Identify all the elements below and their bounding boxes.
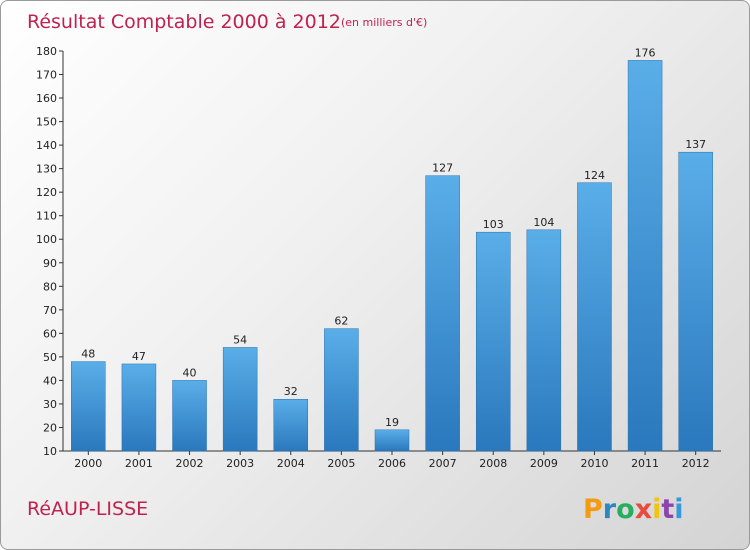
x-tick-label-2008: 2008 [479, 457, 507, 470]
data-label-2000: 48 [81, 348, 95, 361]
y-tick-label: 170 [36, 69, 57, 82]
data-label-2011: 176 [635, 46, 656, 59]
x-tick-label-2011: 2011 [631, 457, 659, 470]
x-tick-label-2009: 2009 [530, 457, 558, 470]
data-label-2010: 124 [584, 169, 605, 182]
data-label-2001: 47 [132, 350, 146, 363]
data-label-2004: 32 [284, 385, 298, 398]
y-tick-label: 140 [36, 139, 57, 152]
y-tick-label: 120 [36, 186, 57, 199]
data-label-2007: 127 [432, 162, 453, 175]
data-label-2002: 40 [183, 366, 197, 379]
bar-2003 [222, 347, 258, 452]
logo-letter: x [635, 494, 652, 525]
data-label-2009: 104 [533, 216, 554, 229]
x-tick-label-2000: 2000 [74, 457, 102, 470]
logo-letter: i [652, 494, 661, 525]
proxiti-logo: Proxiti [583, 494, 684, 525]
logo-letter: o [616, 494, 635, 525]
data-label-2006: 19 [385, 416, 399, 429]
bar-2008 [475, 231, 511, 452]
bar-2012 [678, 151, 713, 452]
bar-2001 [121, 363, 157, 452]
y-tick-label: 30 [43, 398, 57, 411]
y-tick-label: 50 [43, 351, 57, 364]
x-tick-label-2003: 2003 [226, 457, 254, 470]
bar-2011 [627, 60, 663, 452]
bar-2006 [374, 429, 410, 452]
y-tick-label: 70 [43, 304, 57, 317]
x-tick-label-2012: 2012 [682, 457, 710, 470]
y-tick-label: 80 [43, 280, 57, 293]
y-tick-label: 10 [43, 445, 57, 458]
x-tick-label-2001: 2001 [125, 457, 153, 470]
bar-2000 [71, 361, 106, 452]
chart-title: Résultat Comptable 2000 à 2012 [27, 11, 341, 33]
data-label-2003: 54 [233, 333, 247, 346]
bar-2002 [172, 380, 207, 452]
data-label-2012: 137 [685, 138, 706, 151]
y-tick-label: 160 [36, 92, 57, 105]
bar-2007 [425, 175, 460, 452]
y-tick-label: 130 [36, 163, 57, 176]
logo-letter: r [603, 494, 617, 525]
commune-name: RéAUP-LISSE [27, 498, 148, 520]
logo-letter: i [674, 494, 683, 525]
y-tick-label: 60 [43, 327, 57, 340]
bar-2010 [577, 182, 612, 452]
y-tick-label: 100 [36, 233, 57, 246]
logo-letter: t [661, 494, 674, 525]
bar-2005 [324, 328, 359, 452]
y-tick-label: 90 [43, 257, 57, 270]
x-tick-label-2010: 2010 [580, 457, 608, 470]
x-tick-label-2002: 2002 [176, 457, 204, 470]
axes: 10 20 30 40 50 60 70 80 90 100 110 120 130 140 150 160 1… [36, 45, 721, 470]
y-tick-label: 180 [36, 45, 57, 58]
y-tick-label: 150 [36, 116, 57, 129]
bars: 48 47 40 54 32 62 19 127 103 104 124 176 137 [71, 46, 713, 452]
x-tick-label-2007: 2007 [429, 457, 457, 470]
x-tick-label-2006: 2006 [378, 457, 406, 470]
y-tick-label: 110 [36, 210, 57, 223]
data-label-2008: 103 [483, 218, 504, 231]
x-tick-label-2005: 2005 [327, 457, 355, 470]
logo-letter: P [583, 494, 603, 525]
data-label-2005: 62 [334, 315, 348, 328]
y-tick-label: 20 [43, 421, 57, 434]
chart-subtitle: (en milliers d'€) [341, 16, 427, 29]
bar-2004 [273, 398, 309, 452]
x-tick-label-2004: 2004 [277, 457, 305, 470]
y-tick-label: 40 [43, 374, 57, 387]
bar-2009 [526, 229, 562, 452]
